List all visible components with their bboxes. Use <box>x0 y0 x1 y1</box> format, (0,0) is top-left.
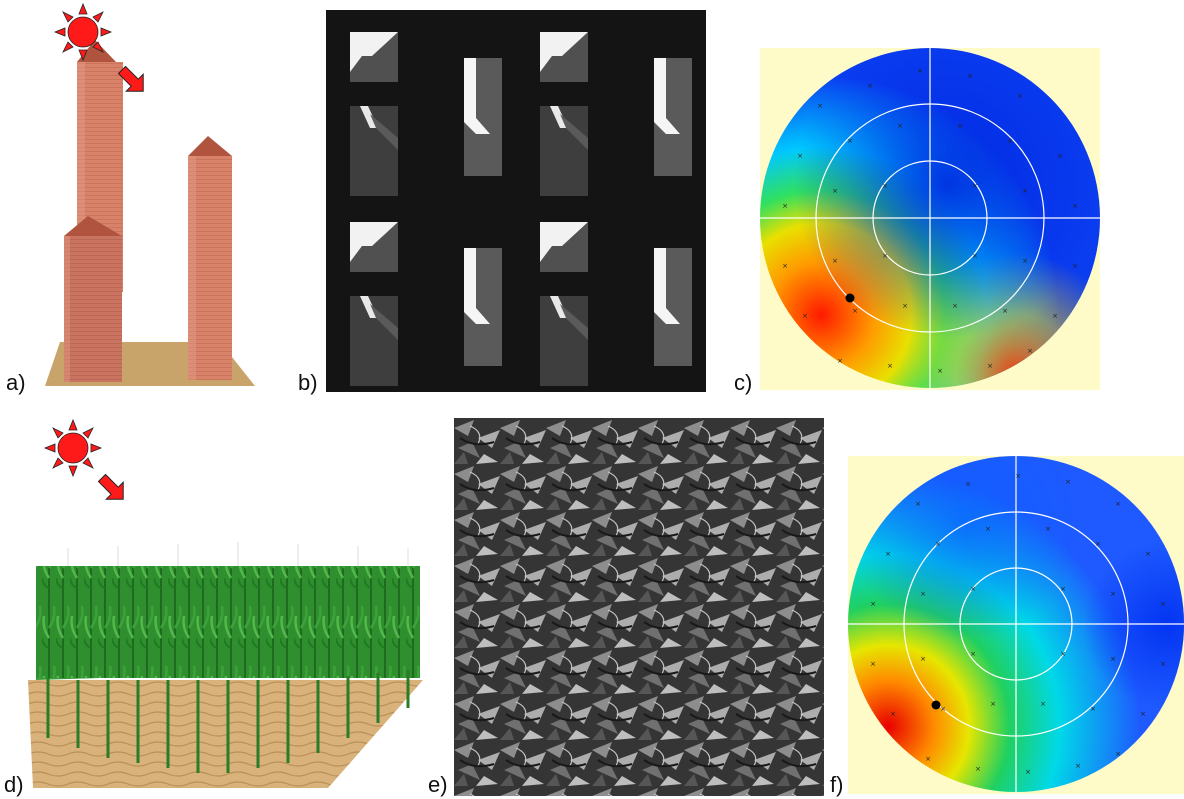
svg-text:×: × <box>920 590 926 598</box>
svg-text:×: × <box>870 600 876 608</box>
svg-text:×: × <box>897 122 903 130</box>
panel-d-canopy-scene <box>28 418 428 794</box>
panel-f-polar-map: × × × × × × × × × × × × × × × × × × × × × × × × × × × × × × × × × × <box>848 456 1184 794</box>
svg-text:×: × <box>1110 590 1116 598</box>
svg-text:×: × <box>1040 700 1046 708</box>
svg-text:×: × <box>972 252 978 260</box>
svg-text:×: × <box>890 710 896 718</box>
short-building <box>64 236 122 382</box>
svg-text:×: × <box>1057 152 1063 160</box>
svg-text:×: × <box>952 302 958 310</box>
svg-text:×: × <box>970 650 976 658</box>
svg-text:×: × <box>965 480 971 488</box>
svg-text:×: × <box>1065 478 1071 486</box>
svg-text:×: × <box>957 122 963 130</box>
svg-text:×: × <box>1072 262 1078 270</box>
sun-icon <box>53 2 113 62</box>
svg-text:×: × <box>867 82 873 90</box>
polar-grid <box>848 456 1184 794</box>
sun-position-marker <box>845 293 855 303</box>
svg-text:×: × <box>1015 472 1021 480</box>
svg-text:×: × <box>990 700 996 708</box>
svg-text:×: × <box>847 137 853 145</box>
panel-label-f: f) <box>830 772 844 797</box>
svg-text:×: × <box>1027 347 1033 355</box>
svg-text:×: × <box>917 67 923 75</box>
svg-text:×: × <box>940 705 946 713</box>
panel-label-a: a) <box>6 370 26 395</box>
svg-text:×: × <box>782 262 788 270</box>
svg-text:×: × <box>1022 187 1028 195</box>
svg-text:×: × <box>915 500 921 508</box>
svg-text:×: × <box>885 550 891 558</box>
panel-label-d: d) <box>4 772 24 797</box>
svg-text:×: × <box>970 585 976 593</box>
svg-text:×: × <box>1017 92 1023 100</box>
crop-stems <box>46 670 410 773</box>
svg-text:×: × <box>925 755 931 763</box>
ground-plane <box>28 680 423 788</box>
svg-text:×: × <box>985 525 991 533</box>
svg-text:×: × <box>1090 705 1096 713</box>
svg-text:×: × <box>1140 710 1146 718</box>
svg-text:×: × <box>1115 500 1121 508</box>
svg-text:×: × <box>832 257 838 265</box>
svg-text:×: × <box>1095 540 1101 548</box>
svg-text:×: × <box>937 367 943 375</box>
svg-text:×: × <box>797 152 803 160</box>
svg-text:×: × <box>920 655 926 663</box>
svg-text:×: × <box>1160 600 1166 608</box>
svg-text:×: × <box>832 187 838 195</box>
svg-text:×: × <box>782 202 788 210</box>
svg-text:×: × <box>1160 660 1166 668</box>
svg-text:×: × <box>972 182 978 190</box>
svg-text:×: × <box>852 307 858 315</box>
svg-text:×: × <box>967 72 973 80</box>
svg-text:×: × <box>870 660 876 668</box>
sample-markers: × × × × × × × × × × × × × × × × × × × × × × × × × × × × × × × × × × <box>870 472 1166 776</box>
panel-a-buildings-scene <box>40 0 270 392</box>
svg-text:×: × <box>1060 650 1066 658</box>
sun-direction-arrow-icon <box>117 65 144 92</box>
panel-label-e: e) <box>428 772 448 797</box>
svg-text:×: × <box>1052 312 1058 320</box>
svg-text:×: × <box>935 540 941 548</box>
svg-text:×: × <box>887 362 893 370</box>
svg-text:×: × <box>1060 585 1066 593</box>
svg-text:×: × <box>1110 655 1116 663</box>
panel-e-canopy-shadow-image <box>454 418 824 796</box>
panel-b-shadow-image <box>326 10 706 392</box>
svg-text:×: × <box>1007 137 1013 145</box>
canopy-shadow-texture <box>454 418 824 796</box>
svg-text:×: × <box>837 357 843 365</box>
sun-position-marker <box>931 700 941 710</box>
tall-building-roof <box>77 40 116 62</box>
svg-text:×: × <box>882 252 888 260</box>
sample-markers: × × × × × × × × × × × × × × × × × × × × × × × × × × × × × × × × × × <box>782 67 1078 375</box>
svg-text:×: × <box>975 765 981 773</box>
right-building-roof <box>188 136 232 156</box>
panel-label-c: c) <box>734 370 753 395</box>
panel-c-polar-map: × × × × × × × × × × × × × × × × × × × × × × × × × × × × × × × × × × <box>760 48 1100 390</box>
svg-text:×: × <box>1045 525 1051 533</box>
svg-text:×: × <box>802 312 808 320</box>
svg-text:×: × <box>1115 750 1121 758</box>
short-building-roof <box>64 216 122 236</box>
polar-grid <box>760 48 1100 390</box>
svg-text:×: × <box>817 102 823 110</box>
svg-text:×: × <box>1002 307 1008 315</box>
sun-direction-arrow-icon <box>97 473 124 500</box>
svg-text:×: × <box>1145 550 1151 558</box>
svg-text:×: × <box>902 302 908 310</box>
panel-label-b: b) <box>298 370 318 395</box>
svg-text:×: × <box>987 362 993 370</box>
svg-text:×: × <box>1072 202 1078 210</box>
svg-text:×: × <box>1025 768 1031 776</box>
sun-icon <box>43 418 103 478</box>
svg-text:×: × <box>1022 257 1028 265</box>
svg-text:×: × <box>882 182 888 190</box>
svg-text:×: × <box>1075 762 1081 770</box>
